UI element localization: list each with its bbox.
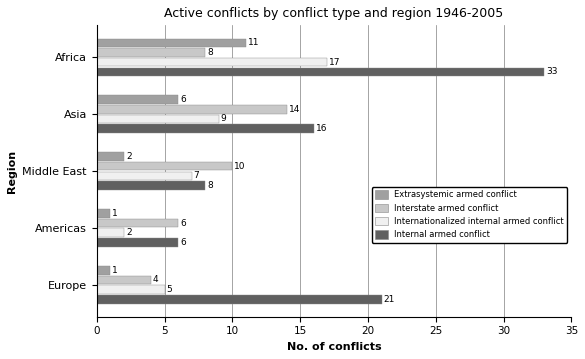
- Text: 16: 16: [316, 124, 327, 133]
- Text: 8: 8: [207, 181, 213, 190]
- Text: 6: 6: [180, 238, 186, 247]
- Text: 2: 2: [126, 152, 132, 161]
- Bar: [97, 295, 381, 303]
- Bar: [97, 105, 287, 113]
- Bar: [97, 115, 219, 123]
- Bar: [97, 285, 164, 294]
- Bar: [97, 38, 246, 47]
- Text: 6: 6: [180, 219, 186, 228]
- Bar: [97, 266, 111, 275]
- Text: 14: 14: [288, 105, 300, 114]
- Text: 9: 9: [221, 115, 226, 123]
- Bar: [97, 276, 151, 284]
- Text: 10: 10: [235, 162, 246, 171]
- Bar: [97, 125, 314, 133]
- Text: 5: 5: [167, 285, 173, 294]
- Y-axis label: Region: Region: [7, 149, 17, 192]
- Text: 6: 6: [180, 95, 186, 104]
- Bar: [97, 95, 178, 104]
- Bar: [97, 209, 111, 218]
- Bar: [97, 238, 178, 247]
- Text: 11: 11: [248, 38, 260, 47]
- Bar: [97, 67, 544, 76]
- Text: 21: 21: [384, 295, 395, 304]
- Bar: [97, 48, 205, 57]
- Text: 1: 1: [112, 266, 118, 275]
- Text: 4: 4: [153, 275, 159, 284]
- Text: 17: 17: [329, 58, 341, 67]
- Text: 8: 8: [207, 48, 213, 57]
- Bar: [97, 58, 327, 66]
- Bar: [97, 172, 192, 180]
- Legend: Extrasystemic armed conflict, Interstate armed conflict, Internationalized inter: Extrasystemic armed conflict, Interstate…: [372, 187, 567, 242]
- Bar: [97, 162, 232, 171]
- Bar: [97, 219, 178, 227]
- Text: 2: 2: [126, 228, 132, 237]
- Text: 7: 7: [194, 171, 199, 180]
- Bar: [97, 152, 124, 161]
- Title: Active conflicts by conflict type and region 1946-2005: Active conflicts by conflict type and re…: [164, 7, 504, 20]
- Text: 33: 33: [546, 67, 558, 76]
- Bar: [97, 181, 205, 190]
- X-axis label: No. of conflicts: No. of conflicts: [287, 342, 381, 352]
- Bar: [97, 228, 124, 237]
- Text: 1: 1: [112, 209, 118, 218]
